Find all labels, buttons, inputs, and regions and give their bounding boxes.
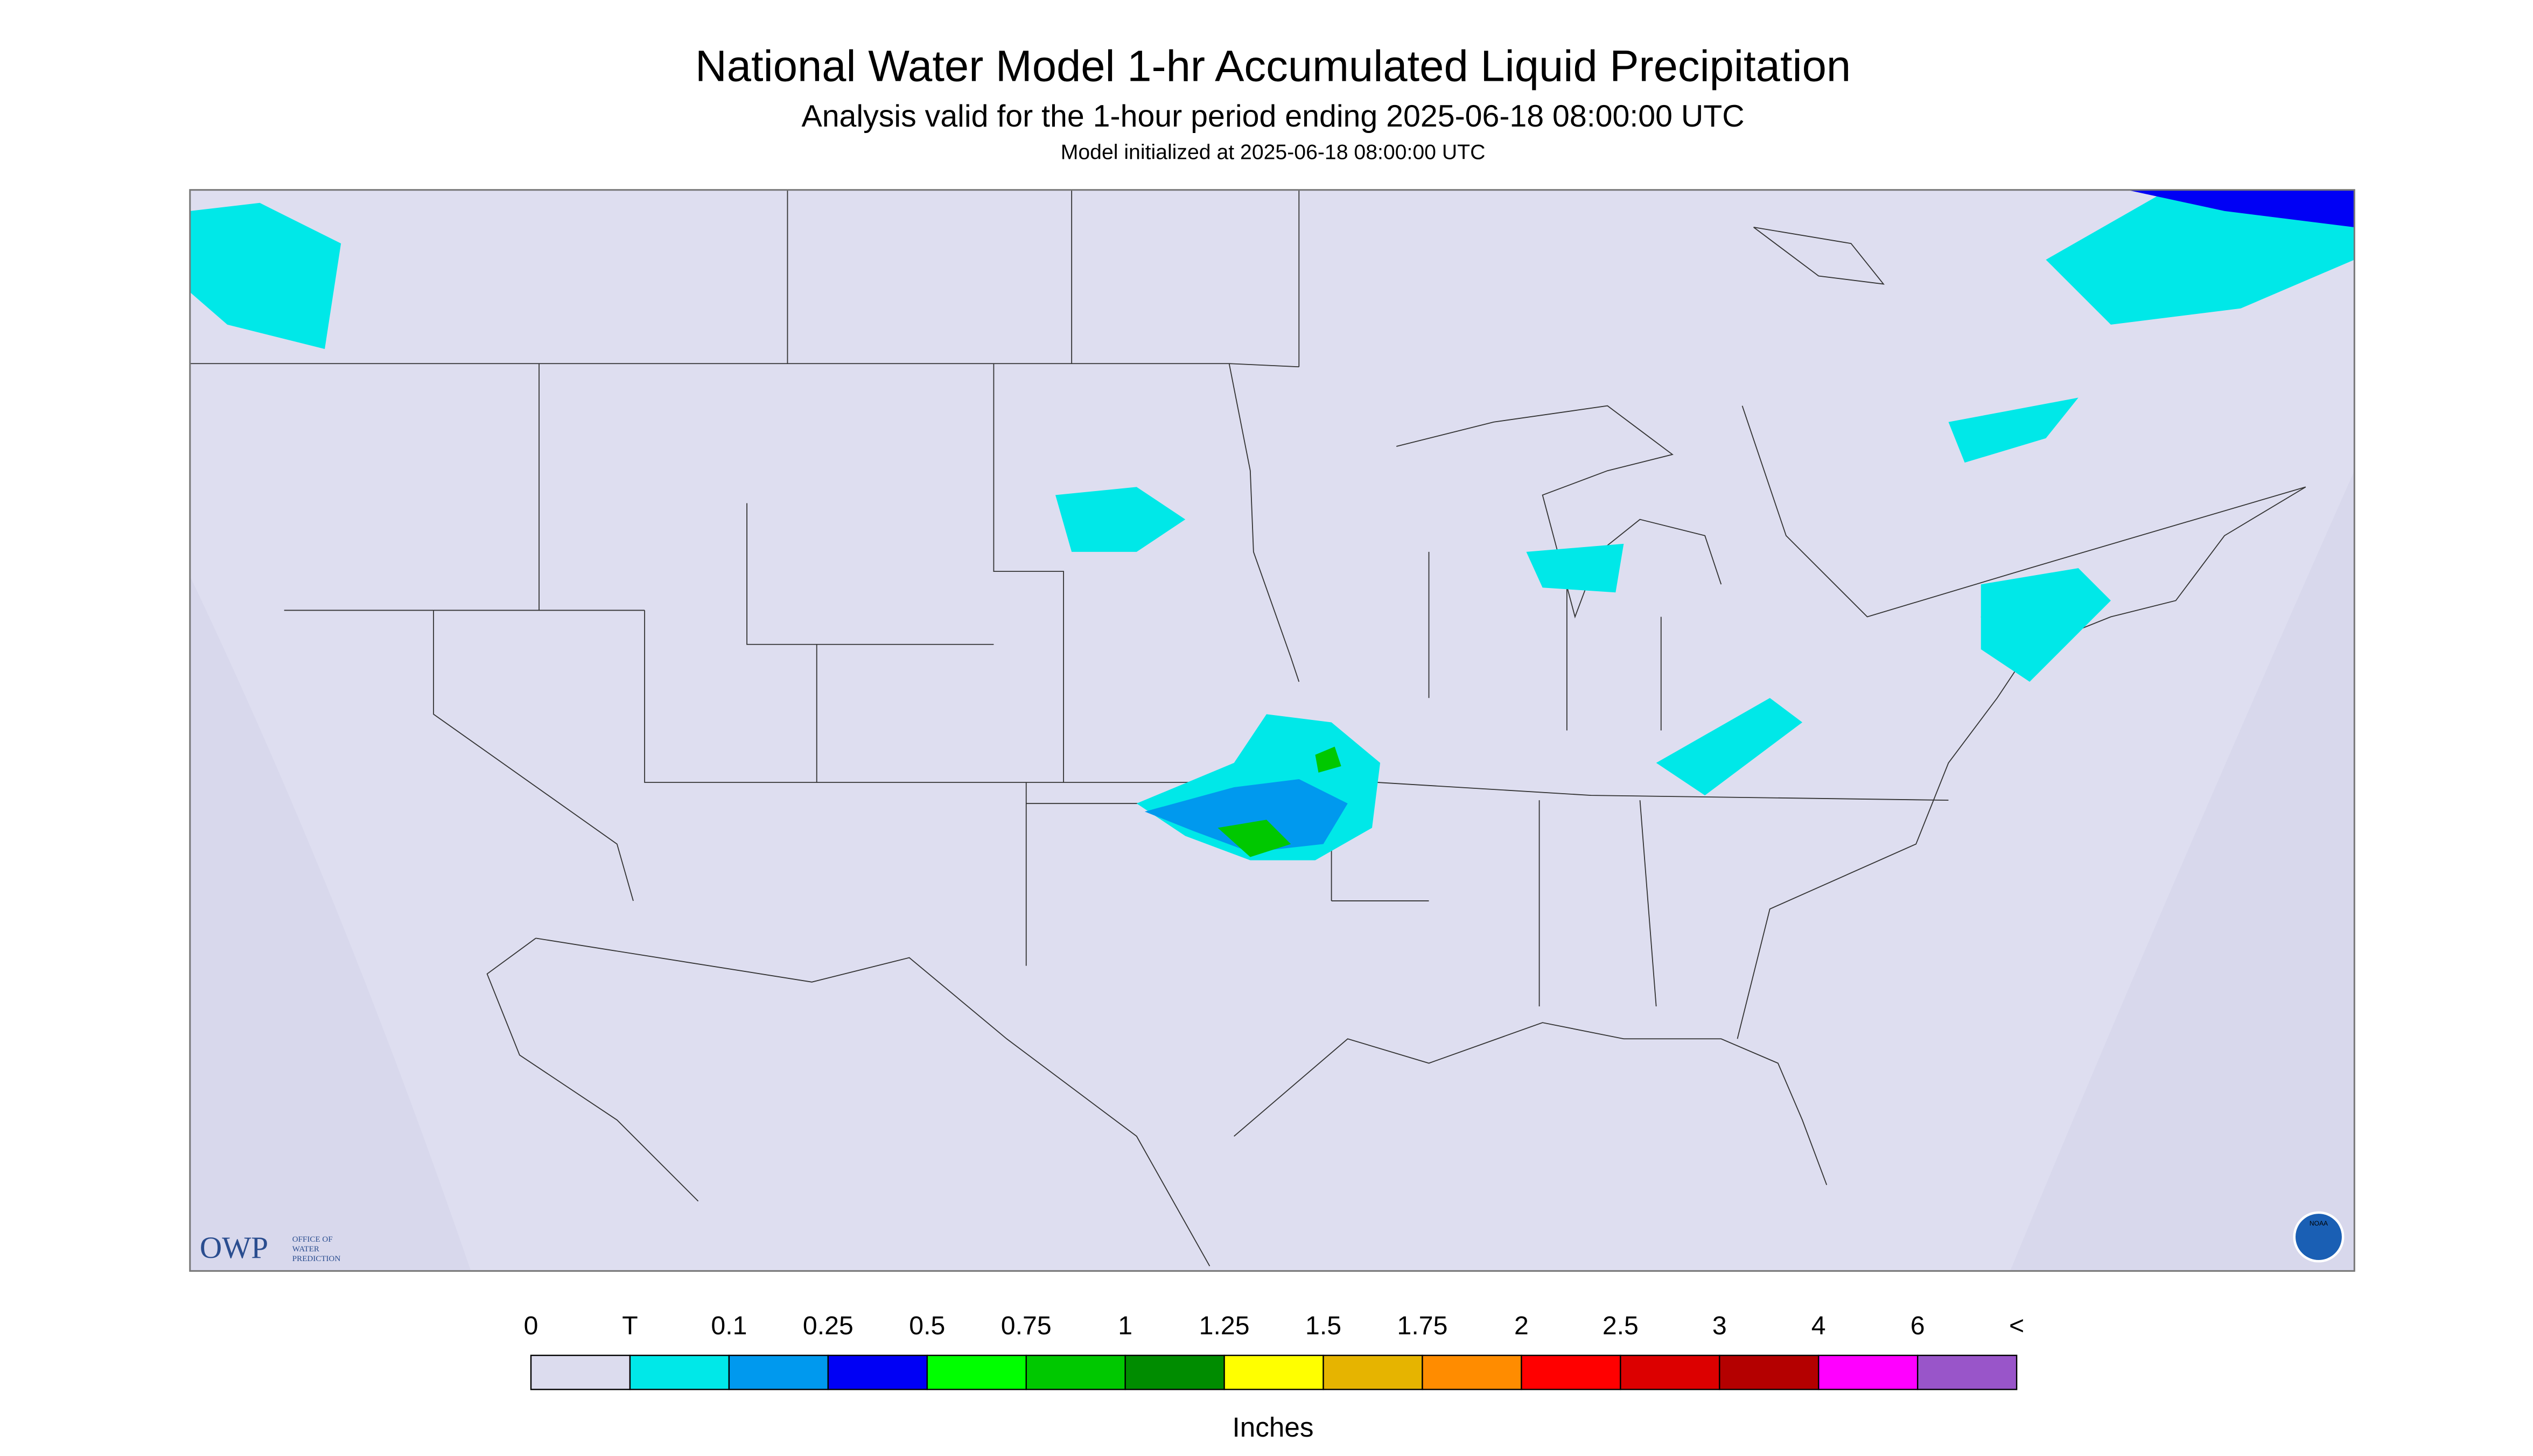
legend-label: T	[622, 1311, 638, 1340]
legend-label: 0	[524, 1311, 538, 1340]
legend-swatch	[1223, 1354, 1324, 1390]
legend-label: 0.5	[909, 1311, 945, 1340]
precip-light	[1526, 543, 1624, 593]
legend-label: 0.25	[803, 1311, 853, 1340]
legend-swatch	[1422, 1354, 1522, 1390]
legend-swatch	[1124, 1354, 1225, 1390]
legend-swatch	[1818, 1354, 1919, 1390]
legend-label: 1	[1118, 1311, 1132, 1340]
legend-swatch	[629, 1354, 730, 1390]
legend-swatch	[1916, 1354, 2018, 1390]
init-note: Model initialized at 2025-06-18 08:00:00…	[1061, 141, 1486, 164]
owp-logo-text: PREDICTION	[292, 1255, 341, 1263]
precip-light	[2046, 190, 2355, 325]
legend-label: 0.75	[1001, 1311, 1052, 1340]
owp-logo-text: OFFICE OF	[292, 1235, 333, 1244]
legend: 0 T 0.1 0.25 0.5 0.75 1 1.25 1.5 1.75 2 2.5 3 4 6 <	[524, 1311, 2024, 1390]
legend-swatch	[530, 1354, 631, 1390]
noaa-logo	[2293, 1211, 2345, 1263]
legend-swatch	[1719, 1354, 1820, 1390]
precip-heavy	[1315, 746, 1341, 773]
legend-label: 3	[1712, 1311, 1727, 1340]
legend-label: 2.5	[1603, 1311, 1639, 1340]
legend-label: 1.5	[1305, 1311, 1341, 1340]
owp-logo: OWP	[200, 1231, 268, 1265]
subtitle: Analysis valid for the 1-hour period end…	[802, 99, 1745, 134]
noaa-logo-text: NOAA	[2310, 1220, 2328, 1227]
precip-light	[1656, 698, 1803, 796]
map-panel: OWP OFFICE OF WATER PREDICTION NOAA	[189, 189, 2355, 1272]
precip-light	[1981, 568, 2111, 682]
legend-swatch	[1620, 1354, 1720, 1390]
map-frame	[189, 189, 2355, 1272]
precip-light	[190, 202, 341, 349]
precip-heavy	[2127, 190, 2355, 228]
legend-unit: Inches	[1233, 1412, 1314, 1443]
precip-moderate	[1144, 779, 1348, 852]
title: National Water Model 1-hr Accumulated Li…	[695, 42, 1851, 91]
precip-light	[1055, 487, 1186, 552]
legend-label: <	[2009, 1311, 2024, 1340]
precip-areas	[190, 190, 2355, 860]
legend-swatch	[728, 1354, 829, 1390]
legend-swatch	[926, 1354, 1027, 1390]
legend-swatch	[1521, 1354, 1621, 1390]
precip-heavy	[1217, 820, 1291, 857]
legend-swatch	[1323, 1354, 1423, 1390]
legend-label: 1.75	[1397, 1311, 1448, 1340]
legend-swatch	[1025, 1354, 1126, 1390]
owp-logo-text: WATER	[292, 1245, 320, 1254]
precip-light	[1948, 397, 2079, 463]
legend-label: 0.1	[711, 1311, 747, 1340]
legend-label: 6	[1911, 1311, 1925, 1340]
boundaries	[190, 190, 2306, 1266]
legend-label: 2	[1514, 1311, 1529, 1340]
legend-label: 4	[1811, 1311, 1826, 1340]
legend-swatch	[827, 1354, 928, 1390]
legend-label: 1.25	[1199, 1311, 1250, 1340]
